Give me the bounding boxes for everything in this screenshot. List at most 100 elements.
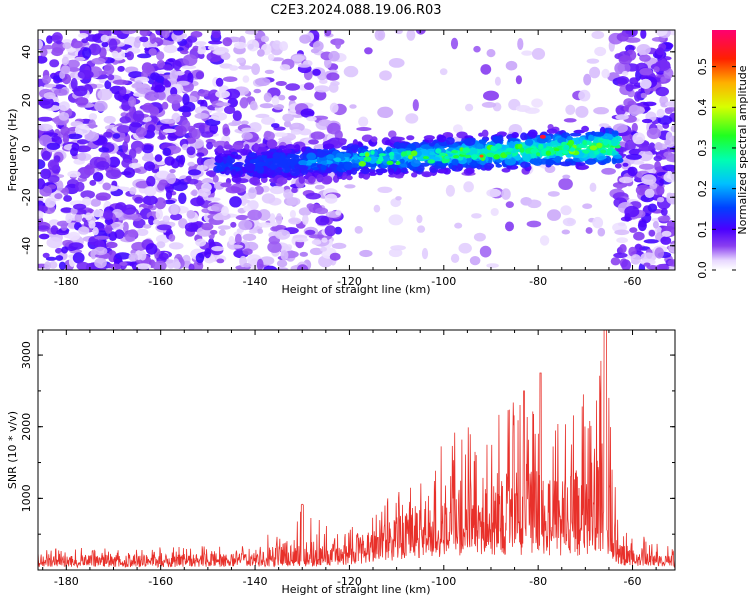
spectrogram-cell: [531, 48, 546, 60]
spectrogram-cell: [363, 156, 372, 162]
spectrogram-cell: [652, 221, 659, 229]
spectrogram-cell: [115, 252, 131, 260]
spectrogram-cell: [92, 209, 104, 218]
spectrogram-cell: [236, 148, 248, 153]
spectrogram-cell: [258, 146, 268, 152]
spectrogram-cell: [495, 143, 502, 150]
spectrogram-cell: [119, 86, 127, 96]
spectrogram-cell: [320, 246, 327, 252]
spectrogram-cell: [215, 77, 224, 87]
spectrogram-cell: [70, 40, 83, 49]
spectrogram-cell: [95, 192, 112, 201]
spectrogram-cell: [353, 154, 359, 161]
spectrogram-cell: [385, 146, 392, 154]
spectrogram-cell: [162, 215, 170, 223]
spectrogram-cell: [616, 237, 628, 244]
spectrogram-cell: [240, 195, 247, 207]
spectrogram-cell: [194, 112, 209, 119]
spectrogram-cell: [191, 128, 201, 140]
spectrogram-cell: [217, 225, 231, 230]
spectrogram-cell: [62, 187, 69, 196]
spectrogram-cell: [96, 160, 110, 170]
spectrogram-cell: [299, 34, 311, 44]
spectrogram-cell: [46, 142, 61, 150]
spectrogram-cell: [66, 59, 80, 69]
spectrogram-cell: [71, 142, 80, 151]
spectrogram-cell: [38, 55, 48, 64]
spectrogram-cell: [469, 256, 481, 266]
spectrogram-cell: [47, 159, 60, 171]
spectrogram-cell: [562, 174, 571, 179]
spectrogram-cell: [479, 148, 487, 154]
spectrogram-cell: [610, 257, 621, 266]
spectrogram-cell: [591, 31, 605, 39]
spectrogram-cell: [242, 248, 253, 255]
spectrogram-cell: [631, 122, 638, 133]
spectrogram-cell: [567, 139, 575, 146]
spectrogram-cell: [63, 195, 72, 202]
spectrogram-cell: [122, 204, 137, 215]
spectrogram-cell: [539, 235, 550, 246]
spectrogram-cell: [527, 129, 538, 138]
spectrogram-cell: [261, 116, 276, 125]
spectrogram-cell: [164, 156, 175, 166]
spectrogram-cell: [451, 165, 457, 172]
spectrogram-cell: [38, 39, 44, 50]
spectrogram-cell: [170, 204, 179, 215]
spectrogram-cell: [276, 177, 288, 185]
spectrogram-cell: [427, 159, 436, 164]
spectrogram-heatmap: [38, 30, 675, 270]
spectrogram-cell: [356, 127, 372, 131]
spectrogram-cell: [148, 215, 155, 226]
spectrogram-cell: [260, 151, 272, 156]
spectrogram-cell: [373, 204, 381, 213]
spectrogram-cell: [263, 265, 278, 270]
spectrogram-cell: [68, 242, 84, 250]
spectrogram-cell: [222, 37, 233, 47]
spectrogram-cell: [144, 91, 160, 101]
spectrogram-cell: [149, 33, 157, 44]
y-tick-label: 2000: [20, 413, 33, 441]
spectrogram-cell: [172, 258, 180, 269]
spectrogram-cell: [300, 108, 315, 118]
spectrogram-cell: [58, 261, 66, 270]
spectrogram-cell: [586, 58, 600, 64]
spectrogram-cell: [275, 213, 283, 225]
spectrogram-cell: [38, 233, 50, 240]
spectrogram-cell: [45, 256, 57, 261]
spectrogram-cell: [377, 106, 394, 119]
spectrogram-cell: [104, 224, 113, 234]
spectrogram-cell: [83, 164, 95, 176]
spectrogram-cell: [103, 210, 113, 220]
spectrogram-cell: [370, 150, 375, 155]
spectrogram-cell: [312, 68, 321, 76]
spectrogram-cell: [368, 171, 377, 176]
spectrogram-cell: [569, 132, 582, 137]
spectrogram-cell: [103, 131, 113, 138]
spectrogram-cell: [358, 161, 366, 167]
spectrogram-cell: [263, 92, 272, 103]
spectrogram-cell: [190, 197, 205, 207]
x-tick-label: -160: [148, 275, 173, 288]
spectrogram-cell: [473, 232, 486, 242]
spectrogram-cell: [576, 162, 586, 166]
spectrogram-cell: [280, 250, 289, 261]
spectrogram-cell: [654, 247, 665, 259]
spectrogram-cell: [38, 159, 46, 170]
spectrogram-cell: [354, 226, 363, 234]
spectrogram-cell: [180, 50, 189, 55]
spectrogram-cell: [150, 72, 160, 81]
spectrogram-cell: [128, 96, 137, 108]
spectrogram-cell: [240, 120, 249, 126]
spectrogram-cell: [269, 163, 277, 171]
spectrogram-cell: [309, 247, 323, 256]
spectrogram-cell: [480, 64, 492, 75]
spectrogram-cell: [325, 168, 332, 174]
colorbar-tick-label: 0.4: [696, 99, 709, 117]
spectrogram-cell: [655, 47, 665, 56]
spectrogram-cell: [520, 132, 528, 141]
spectrogram-cell: [82, 47, 92, 59]
spectrogram-cell: [566, 135, 573, 141]
spectrogram-cell: [464, 154, 472, 159]
spectrogram-cell: [226, 144, 232, 150]
